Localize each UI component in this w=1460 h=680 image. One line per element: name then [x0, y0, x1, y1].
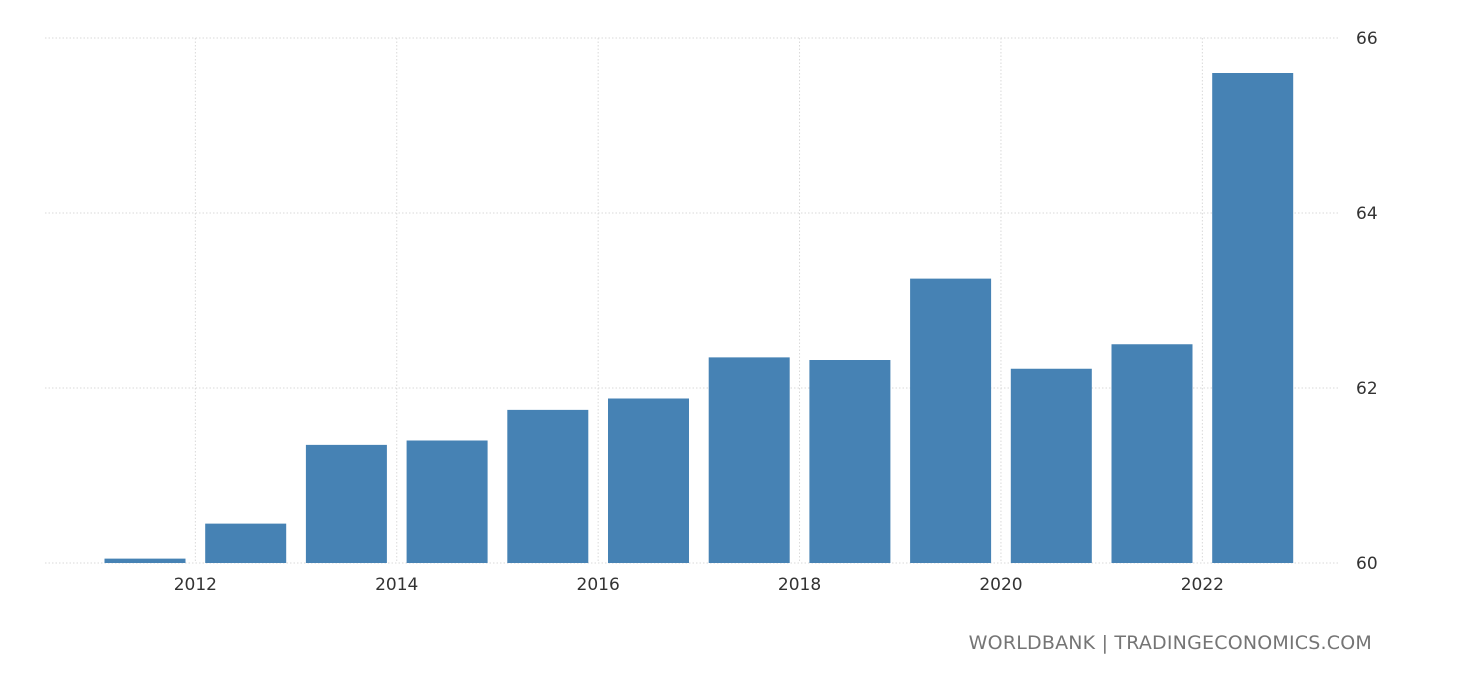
bar-2016	[608, 398, 689, 563]
x-tick-label: 2016	[577, 575, 620, 595]
bar-2012	[205, 523, 287, 563]
bar-2014	[406, 440, 488, 563]
bar-2015	[507, 409, 589, 563]
bar-2017	[708, 357, 790, 563]
y-axis-ticks: 60 62 64 66	[1356, 29, 1378, 574]
source-credit: WORLDBANK | TRADINGECONOMICS.COM	[968, 632, 1372, 654]
x-tick-label: 2018	[778, 575, 821, 595]
bar-2021	[1111, 344, 1193, 563]
bar-2018	[809, 360, 891, 563]
y-tick-label: 64	[1356, 204, 1378, 224]
bars	[104, 73, 1294, 563]
y-tick-label: 66	[1356, 29, 1378, 49]
bar-2020	[1010, 368, 1092, 563]
y-tick-label: 62	[1356, 379, 1378, 399]
y-tick-label: 60	[1356, 554, 1378, 574]
bar-2022	[1212, 73, 1294, 563]
bar-2013	[305, 444, 387, 563]
x-tick-label: 2012	[174, 575, 217, 595]
x-tick-label: 2014	[375, 575, 418, 595]
bar-2011	[104, 558, 186, 563]
x-axis-ticks: 2012 2014 2016 2018 2020 2022	[174, 575, 1224, 595]
x-tick-label: 2020	[979, 575, 1022, 595]
bar-2019	[910, 278, 992, 563]
x-tick-label: 2022	[1181, 575, 1224, 595]
